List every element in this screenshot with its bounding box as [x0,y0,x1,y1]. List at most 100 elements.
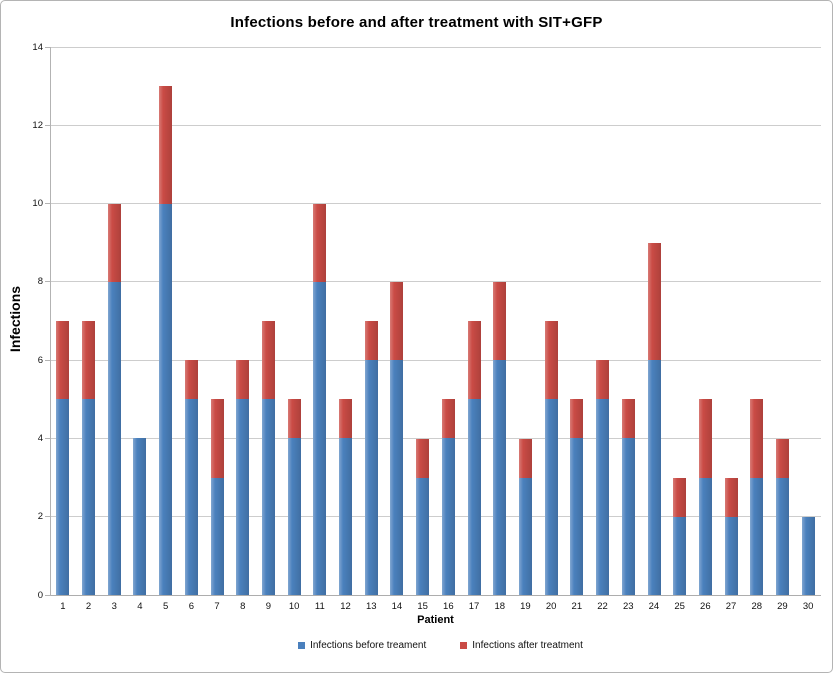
y-axis-tickmark [45,516,50,518]
legend-label-before: Infections before treament [310,640,427,651]
bar-before-patient-23 [621,438,635,595]
bar-before-patient-9 [261,399,275,595]
bar-after-patient-27 [724,477,738,517]
bar-before-patient-11 [313,281,327,595]
bar-after-patient-1 [56,321,70,400]
bar-after-patient-17 [467,321,481,400]
bar-after-patient-21 [570,399,584,439]
bar-before-patient-19 [518,477,532,595]
bar-after-patient-28 [750,399,764,478]
y-axis-tickmark [45,594,50,596]
bar-after-patient-8 [236,360,250,400]
y-tick-label: 8 [37,276,43,288]
chart-title: Infections before and after treatment wi… [230,14,603,31]
bar-before-patient-1 [56,399,70,595]
legend: Infections before treament Infections af… [1,640,832,651]
gridline-y14 [50,46,821,48]
bar-before-patient-2 [82,399,95,595]
x-tick-label: 24 [648,601,660,612]
bar-after-patient-2 [82,321,95,400]
bar-after-patient-22 [596,360,609,400]
x-tick-label: 3 [111,601,117,612]
bar-before-patient-6 [184,399,198,595]
bar-after-patient-7 [210,399,224,478]
bar-after-patient-15 [416,438,430,478]
y-axis-tickmark [45,46,50,48]
legend-label-after: Infections after treatment [472,640,583,651]
x-tick-label: 18 [494,601,506,612]
y-tick-label: 0 [37,589,43,601]
y-tick-label: 14 [32,41,43,53]
x-tick-label: 11 [314,601,325,612]
bar-before-patient-8 [236,399,250,595]
y-axis-tickmark [45,359,50,361]
y-axis-line [50,47,51,596]
bar-after-patient-18 [493,281,507,361]
bar-before-patient-15 [416,477,430,595]
x-tick-label: 7 [214,601,220,612]
x-tick-label: 15 [417,601,428,612]
x-tick-label: 14 [391,601,403,612]
gridline-y4 [50,437,821,439]
x-tick-label: 23 [622,601,634,612]
y-axis-tickmark [45,437,50,439]
x-tick-label: 13 [365,601,377,612]
bar-after-patient-29 [776,438,789,478]
legend-swatch-after-icon [460,642,468,649]
bar-after-patient-25 [673,477,687,517]
bar-after-patient-3 [107,203,121,282]
x-tick-label: 6 [188,601,194,612]
bar-after-patient-10 [287,399,301,439]
bar-after-patient-23 [621,399,635,439]
bar-after-patient-13 [364,321,378,361]
y-tick-label: 12 [32,119,43,131]
x-tick-label: 10 [288,601,300,612]
bar-after-patient-20 [544,321,558,400]
gridline-y10 [50,203,821,205]
bar-after-patient-12 [339,399,353,439]
bar-before-patient-25 [673,516,687,595]
y-tick-label: 10 [32,198,43,210]
bar-before-patient-21 [570,438,584,595]
gridline-y6 [50,359,821,361]
bar-after-patient-19 [518,438,532,478]
bar-before-patient-29 [776,477,789,595]
gridline-y8 [50,281,821,283]
y-tick-label: 6 [37,354,43,366]
y-axis-title: Infections [7,285,23,353]
bar-after-patient-9 [261,321,275,400]
y-tick-label: 2 [37,511,43,523]
bar-before-patient-16 [441,438,455,595]
x-tick-label: 28 [751,601,763,612]
x-tick-label: 19 [520,601,531,612]
x-tick-label: 8 [240,601,246,612]
legend-swatch-before-icon [298,642,306,649]
x-tick-label: 16 [443,601,454,612]
gridline-y12 [50,124,821,126]
x-tick-label: 1 [60,601,66,612]
bar-before-patient-13 [364,360,378,595]
bar-before-patient-18 [493,360,507,595]
x-tick-label: 27 [725,601,737,612]
x-axis-title: Patient [417,614,454,626]
y-axis-tickmark [45,124,50,126]
bar-before-patient-14 [390,360,404,595]
bar-before-patient-28 [750,477,764,595]
x-tick-label: 12 [340,601,351,612]
x-tick-label: 29 [777,601,788,612]
x-tick-label: 4 [137,601,143,612]
bar-after-patient-6 [184,360,198,400]
bar-before-patient-26 [698,477,712,595]
x-tick-label: 9 [265,601,272,612]
x-tick-label: 20 [545,601,557,612]
bar-before-patient-10 [287,438,301,595]
bar-before-patient-4 [133,438,147,595]
x-tick-label: 26 [700,601,711,612]
x-tick-label: 5 [162,601,169,612]
bar-before-patient-3 [107,281,121,595]
x-tick-label: 2 [85,601,92,612]
bar-before-patient-17 [467,399,481,595]
legend-item-after: Infections after treatment [460,640,583,651]
bar-before-patient-30 [801,516,815,595]
